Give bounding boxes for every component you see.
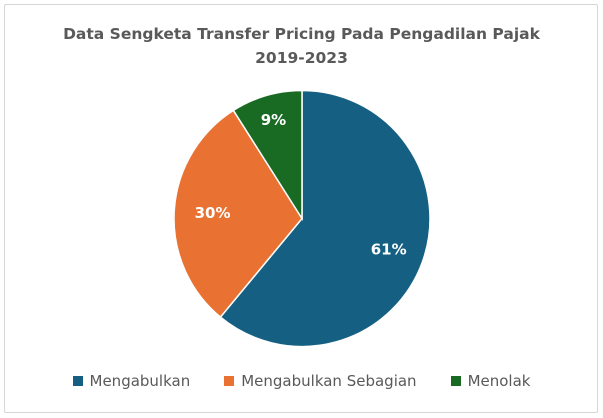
pie-slices xyxy=(173,89,431,348)
legend-label-menolak: Menolak xyxy=(467,372,531,390)
legend-label-mengabulkan: Mengabulkan xyxy=(89,372,191,390)
legend-label-mengabulkan-sebagian: Mengabulkan Sebagian xyxy=(241,372,417,390)
data-label-menolak: 9% xyxy=(261,111,286,129)
legend-swatch-mengabulkan xyxy=(72,376,83,386)
legend-swatch-mengabulkan-sebagian xyxy=(224,376,235,386)
chart-title: Data Sengketa Transfer Pricing Pada Peng… xyxy=(63,25,540,43)
pie-slice-mengabulkan-sebagian xyxy=(173,109,303,319)
chart-title-block: Data Sengketa Transfer Pricing Pada Peng… xyxy=(0,22,603,70)
legend-item-mengabulkan: Mengabulkan xyxy=(72,372,191,390)
pie-slice-menolak xyxy=(232,89,303,222)
data-label-mengabulkan-sebagian: 30% xyxy=(195,204,231,222)
data-label-mengabulkan: 61% xyxy=(371,241,407,259)
chart-subtitle: 2019-2023 xyxy=(255,49,348,67)
legend-item-menolak: Menolak xyxy=(450,372,531,390)
legend: Mengabulkan Mengabulkan Sebagian Menolak xyxy=(0,372,603,390)
legend-item-mengabulkan-sebagian: Mengabulkan Sebagian xyxy=(224,372,417,390)
legend-swatch-menolak xyxy=(450,376,461,386)
pie-data-labels: 61% 30% 9% xyxy=(195,111,407,259)
pie-slice-mengabulkan xyxy=(219,89,431,348)
